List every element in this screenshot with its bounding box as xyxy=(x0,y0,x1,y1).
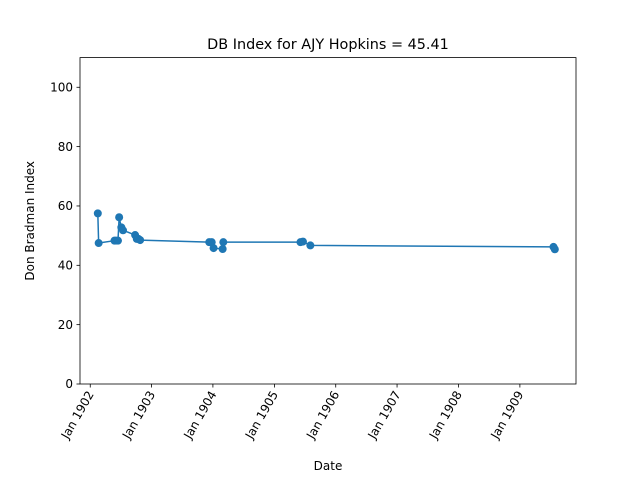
data-point xyxy=(115,213,124,222)
y-tick-label: 20 xyxy=(58,318,73,332)
data-point xyxy=(219,238,228,247)
data-point xyxy=(93,209,102,218)
chart-title: DB Index for AJY Hopkins = 45.41 xyxy=(207,37,449,53)
plot-area xyxy=(80,57,576,384)
y-tick-label: 100 xyxy=(50,80,73,94)
y-tick-label: 80 xyxy=(58,140,73,154)
data-point xyxy=(136,236,145,245)
data-point xyxy=(306,241,315,250)
series-layer xyxy=(93,209,559,254)
y-tick-label: 40 xyxy=(58,259,73,273)
data-point xyxy=(94,239,103,248)
data-point xyxy=(550,245,559,254)
data-point xyxy=(218,244,227,253)
data-point xyxy=(113,236,122,245)
axes-frame xyxy=(79,57,577,385)
data-point xyxy=(298,237,307,246)
y-tick-label: 0 xyxy=(65,377,73,391)
y-axis-label: Don Bradman Index xyxy=(23,161,37,281)
data-point xyxy=(209,244,218,253)
x-axis-label: Date xyxy=(314,459,343,473)
data-point xyxy=(119,226,128,235)
y-tick-label: 60 xyxy=(58,199,73,213)
